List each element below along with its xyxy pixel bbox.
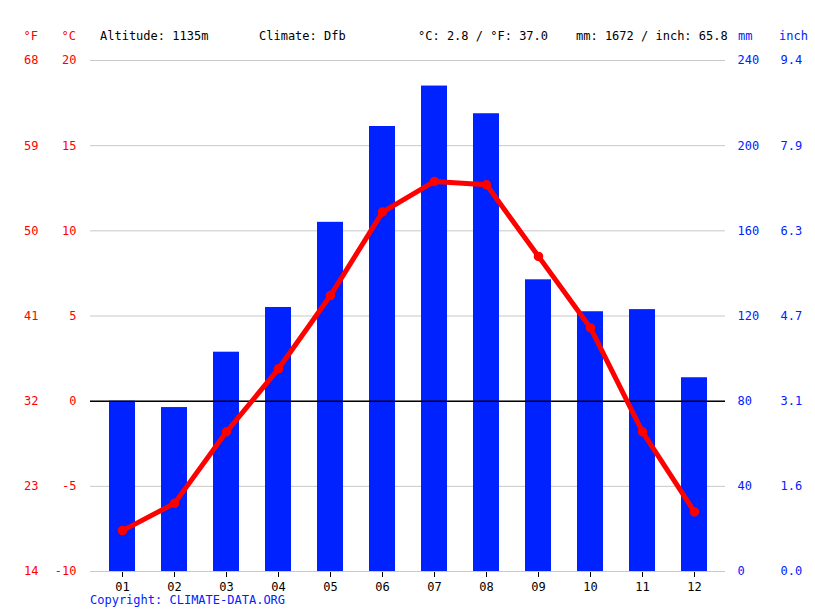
svg-text:04: 04	[271, 580, 285, 594]
svg-text:mm: mm	[738, 29, 752, 43]
svg-text:°C: 2.8 / °F: 37.0: °C: 2.8 / °F: 37.0	[418, 29, 548, 43]
svg-text:20: 20	[62, 53, 76, 67]
svg-text:05: 05	[323, 580, 337, 594]
svg-text:23: 23	[24, 479, 38, 493]
svg-text:mm: 1672 / inch: 65.8: mm: 1672 / inch: 65.8	[576, 29, 728, 43]
svg-text:9.4: 9.4	[781, 53, 803, 67]
svg-text:01: 01	[115, 580, 129, 594]
svg-text:32: 32	[24, 394, 38, 408]
svg-text:41: 41	[24, 309, 38, 323]
svg-text:-5: -5	[62, 479, 76, 493]
svg-text:15: 15	[62, 139, 76, 153]
svg-text:09: 09	[531, 580, 545, 594]
svg-text:4.7: 4.7	[781, 309, 803, 323]
svg-text:08: 08	[479, 580, 493, 594]
svg-text:0: 0	[738, 564, 745, 578]
svg-text:68: 68	[24, 53, 38, 67]
svg-text:inch: inch	[779, 29, 808, 43]
svg-text:6.3: 6.3	[781, 224, 803, 238]
svg-text:120: 120	[738, 309, 760, 323]
svg-text:10: 10	[62, 224, 76, 238]
svg-text:14: 14	[24, 564, 38, 578]
svg-text:Altitude: 1135m: Altitude: 1135m	[100, 29, 208, 43]
svg-text:Copyright: CLIMATE-DATA.ORG: Copyright: CLIMATE-DATA.ORG	[90, 593, 285, 607]
svg-text:50: 50	[24, 224, 38, 238]
svg-text:07: 07	[427, 580, 441, 594]
svg-text:°F: °F	[24, 29, 38, 43]
svg-text:80: 80	[738, 394, 752, 408]
svg-text:°C: °C	[62, 29, 76, 43]
svg-text:12: 12	[687, 580, 701, 594]
svg-text:7.9: 7.9	[781, 139, 803, 153]
svg-text:40: 40	[738, 479, 752, 493]
svg-text:0.0: 0.0	[781, 564, 803, 578]
svg-text:200: 200	[738, 139, 760, 153]
svg-text:1.6: 1.6	[781, 479, 803, 493]
svg-text:02: 02	[167, 580, 181, 594]
svg-text:59: 59	[24, 139, 38, 153]
svg-text:160: 160	[738, 224, 760, 238]
svg-text:10: 10	[583, 580, 597, 594]
svg-text:06: 06	[375, 580, 389, 594]
svg-text:5: 5	[69, 309, 76, 323]
svg-text:3.1: 3.1	[781, 394, 803, 408]
svg-text:03: 03	[219, 580, 233, 594]
svg-text:-10: -10	[55, 564, 77, 578]
svg-text:240: 240	[738, 53, 760, 67]
svg-text:11: 11	[635, 580, 649, 594]
svg-text:0: 0	[69, 394, 76, 408]
svg-text:Climate: Dfb: Climate: Dfb	[259, 29, 346, 43]
